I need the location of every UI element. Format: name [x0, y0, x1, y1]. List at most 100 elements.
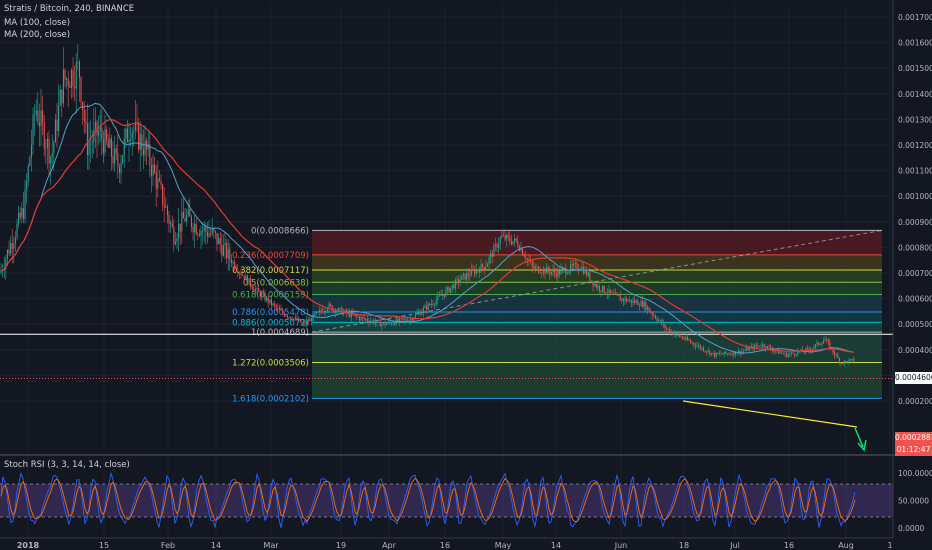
candle-body: [102, 139, 104, 153]
symbol-legend[interactable]: Stratis / Bitcoin, 240, BINANCE: [4, 4, 135, 14]
candle-body: [645, 301, 647, 310]
candle-body: [826, 339, 828, 341]
candle-body: [464, 273, 466, 280]
candle-body: [558, 270, 560, 275]
candle-body: [187, 209, 189, 215]
candle-body: [53, 142, 55, 154]
candle-body: [248, 278, 250, 285]
candle-body: [736, 353, 738, 355]
candle-body: [310, 318, 312, 321]
user-drawings[interactable]: [682, 400, 867, 452]
candle-body: [536, 266, 538, 268]
candle-body: [531, 261, 533, 266]
candle-body: [640, 300, 642, 307]
candle-body: [594, 284, 596, 286]
candle-body: [445, 289, 447, 297]
candle-body: [389, 321, 391, 323]
candle-body: [747, 347, 749, 351]
candle-body: [69, 86, 71, 88]
fib-level-label: 1.272(0.0003506): [232, 358, 309, 368]
fib-extension-drawing[interactable]: 0(0.0008666) 0.236(0.0007709) 0.382(0.0007…: [232, 226, 883, 404]
candle-body: [296, 317, 298, 321]
candle-body: [120, 163, 122, 173]
stoch-rsi-legend[interactable]: Stoch RSI (3, 3, 14, 14, close): [4, 460, 130, 470]
candle-body: [621, 298, 623, 301]
candle-body: [522, 248, 524, 255]
candle-body: [218, 238, 220, 245]
candle-body: [808, 348, 810, 350]
candle-body: [554, 270, 556, 273]
ma200-legend[interactable]: MA (200, close): [4, 30, 71, 40]
candle-body: [304, 322, 306, 325]
candle-body: [88, 142, 90, 155]
candle-body: [734, 351, 736, 355]
candle-body: [56, 119, 58, 132]
candle-body: [125, 128, 127, 139]
candle-body: [435, 300, 437, 305]
candle-body: [82, 102, 84, 111]
candle-body: [277, 307, 279, 309]
candle-body: [264, 293, 266, 301]
candle-body: [301, 322, 303, 324]
candle-body: [467, 273, 469, 276]
candle-body: [506, 235, 508, 240]
candle-body: [384, 322, 386, 326]
candle-body: [694, 344, 696, 347]
candle-body: [638, 305, 640, 307]
candle-body: [150, 165, 152, 176]
candle-body: [555, 272, 557, 277]
candle-body: [59, 89, 61, 106]
candle-body: [610, 289, 612, 293]
candle-body: [203, 226, 205, 231]
candle-body: [173, 226, 175, 245]
candle-body: [85, 121, 87, 124]
ma200-line: [0, 119, 854, 353]
candle-body: [718, 353, 720, 355]
time-axis-label: Jun: [614, 541, 628, 550]
fib-zone: [312, 311, 882, 323]
fib-trend-line: [311, 229, 883, 333]
candle-body: [254, 289, 256, 291]
candle-body: [213, 228, 215, 232]
candle-body: [630, 299, 632, 303]
candle-body: [114, 148, 116, 164]
candle-body: [477, 269, 479, 271]
candle-body: [131, 132, 133, 139]
candle-body: [80, 77, 82, 103]
candle-body: [130, 138, 132, 140]
candle-body: [205, 226, 207, 232]
candle-body: [251, 286, 253, 289]
candle-body: [430, 304, 432, 305]
candle-body: [658, 320, 660, 322]
candle-body: [179, 223, 181, 232]
candle-body: [517, 241, 519, 247]
stoch-rsi-pane[interactable]: [0, 471, 893, 529]
candle-body: [202, 230, 204, 232]
candle-body: [507, 235, 509, 237]
candle-body: [739, 350, 741, 354]
candle-body: [6, 250, 8, 259]
fib-level-label: 0(0.0008666): [251, 226, 309, 236]
candle-body: [440, 295, 442, 297]
candle-body: [661, 320, 663, 325]
candle-body: [338, 307, 340, 311]
candle-body: [262, 293, 264, 295]
candle-body: [379, 320, 381, 327]
candle-body: [624, 298, 626, 302]
candle-body: [459, 279, 461, 283]
candle-body: [374, 322, 376, 324]
candle-body: [358, 316, 360, 320]
candle-body: [142, 149, 144, 156]
candle-body: [24, 188, 26, 219]
candle-body: [61, 89, 63, 104]
ma100-legend[interactable]: MA (100, close): [4, 18, 71, 28]
candle-body: [493, 245, 495, 257]
candle-body: [520, 248, 522, 251]
candle-body: [816, 342, 818, 345]
candle-body: [118, 166, 120, 173]
